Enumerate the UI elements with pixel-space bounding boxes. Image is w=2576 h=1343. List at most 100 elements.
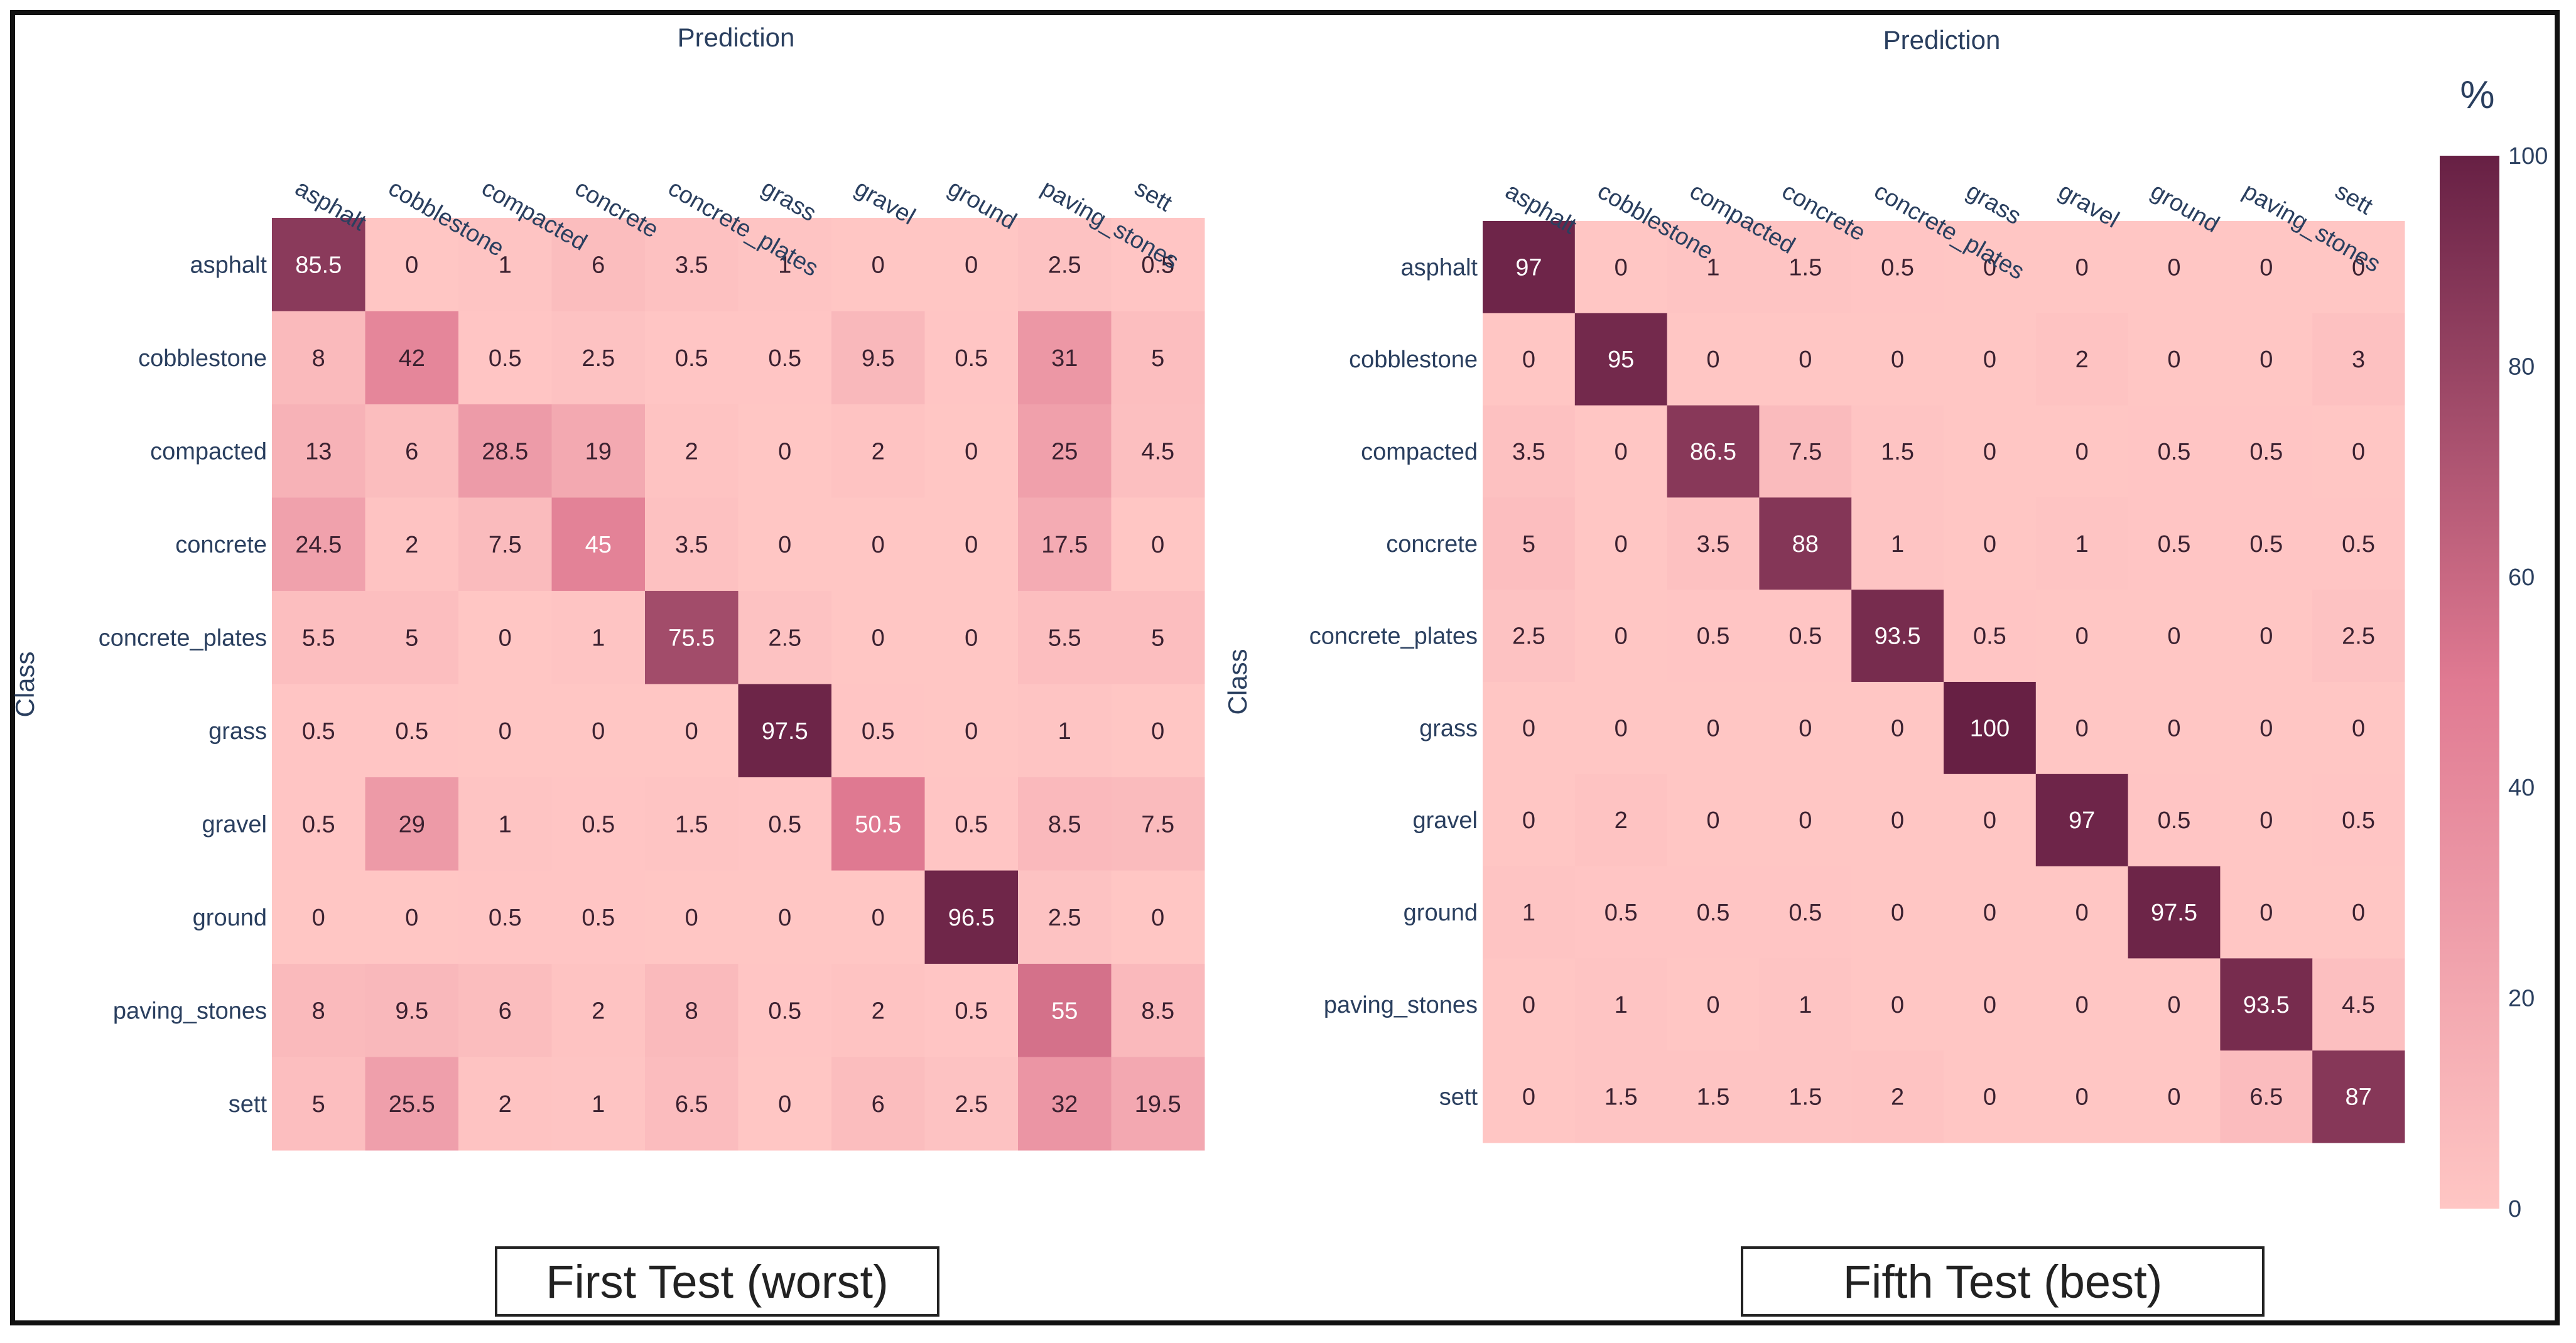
cell-value-label: 0: [405, 905, 418, 931]
heatmap-cell: [1018, 497, 1112, 591]
heatmap-cell: [1574, 497, 1668, 590]
heatmap-cell: [2035, 1050, 2129, 1143]
cell-value-label: 0: [2352, 439, 2365, 465]
cell-value-label: 93.5: [1875, 623, 1921, 650]
cell-value-label: 2: [499, 1091, 512, 1118]
cell-value-label: 0.5: [955, 811, 988, 838]
cell-value-label: 0: [965, 532, 978, 558]
heatmap-cell: [2128, 774, 2221, 867]
cell-value-label: 0.5: [768, 811, 801, 838]
heatmap-cell: [924, 870, 1019, 964]
y-tick-label: concrete: [1386, 531, 1478, 558]
heatmap-cell: [551, 684, 646, 778]
heatmap-cell: [1483, 497, 1576, 590]
heatmap-cell: [1018, 404, 1112, 498]
heatmap-cell: [924, 311, 1019, 405]
y-tick-label: concrete_plates: [99, 625, 267, 651]
cell-value-label: 0.5: [1605, 900, 1638, 926]
cell-value-label: 0.5: [1697, 623, 1730, 650]
heatmap-cell: [1944, 497, 2037, 590]
cell-value-label: 0: [1151, 905, 1164, 931]
cell-value-label: 0: [2259, 623, 2273, 650]
heatmap-cell: [1111, 404, 1205, 498]
heatmap-cell: [365, 684, 459, 778]
cell-value-label: 6: [499, 998, 512, 1024]
y-tick-label: concrete: [175, 532, 267, 558]
cell-value-label: 1: [499, 252, 512, 278]
heatmap-cell: [1851, 221, 1944, 314]
cell-value-label: 2.5: [1048, 252, 1081, 278]
heatmap-cell: [924, 218, 1019, 311]
heatmap-cell: [1667, 774, 1760, 867]
y-tick-label: sett: [229, 1091, 268, 1118]
heatmap-cell: [645, 870, 739, 964]
cell-value-label: 0: [872, 532, 885, 558]
heatmap-cell: [1759, 313, 1852, 406]
cell-value-label: 0: [778, 532, 791, 558]
heatmap-cell: [1574, 866, 1668, 959]
cell-value-label: 0.5: [2342, 531, 2375, 558]
heatmap-cell: [645, 404, 739, 498]
heatmap-cell: [1759, 1050, 1852, 1143]
heatmap-cell: [1944, 590, 2037, 682]
y-tick-label: sett: [1439, 1084, 1478, 1111]
heatmap-cell: [551, 777, 646, 871]
heatmap-cell: [1667, 1050, 1760, 1143]
heatmap-cell: [272, 497, 365, 591]
cell-value-label: 0.5: [302, 811, 335, 838]
heatmap-cell: [2220, 497, 2313, 590]
heatmap-cell: [924, 497, 1019, 591]
cell-value-label: 0: [2352, 900, 2365, 926]
y-tick-label: ground: [193, 905, 267, 931]
heatmap-cell: [1483, 958, 1576, 1051]
cell-value-label: 7.5: [1141, 811, 1174, 838]
cell-value-label: 17.5: [1041, 532, 1088, 558]
heatmap-cell: [1483, 590, 1576, 682]
cell-value-label: 2: [2075, 347, 2089, 373]
heatmap-cell: [1944, 682, 2037, 775]
heatmap-cell: [1483, 405, 1576, 498]
heatmap-cell: [645, 497, 739, 591]
heatmap-cell: [831, 684, 925, 778]
heatmap-cell: [458, 218, 552, 311]
cell-value-label: 0: [965, 252, 978, 278]
cell-value-label: 0: [778, 905, 791, 931]
cell-value-label: 1: [2075, 531, 2089, 558]
cell-value-label: 55: [1051, 998, 1078, 1024]
cell-value-label: 0.5: [955, 345, 988, 372]
cell-value-label: 5: [312, 1091, 325, 1118]
heatmap-cell: [645, 777, 739, 871]
cell-value-label: 0.5: [2249, 439, 2283, 465]
heatmap-cell: [924, 404, 1019, 498]
heatmap-cell: [1483, 221, 1576, 314]
heatmap-cell: [1759, 405, 1852, 498]
heatmap-cell: [551, 1057, 646, 1151]
heatmap-cell: [924, 684, 1019, 778]
cell-value-label: 0: [2259, 807, 2273, 834]
heatmap-cell: [1667, 958, 1760, 1051]
cell-value-label: 9.5: [862, 345, 895, 372]
heatmap-cell: [924, 777, 1019, 871]
heatmap-cell: [458, 497, 552, 591]
heatmap-cell: [1667, 313, 1760, 406]
heatmap-cell: [831, 870, 925, 964]
cell-value-label: 0: [592, 718, 605, 745]
heatmap-cell: [365, 591, 459, 684]
heatmap-cell: [1759, 682, 1852, 775]
heatmap-cell: [2220, 313, 2313, 406]
cell-value-label: 1: [1799, 992, 1812, 1018]
heatmap-cell: [924, 964, 1019, 1057]
cell-value-label: 0: [1615, 439, 1628, 465]
cell-value-label: 19: [585, 438, 612, 465]
heatmap-cell: [831, 218, 925, 311]
cell-value-label: 24.5: [295, 532, 342, 558]
heatmap-cell: [738, 964, 832, 1057]
cell-value-label: 3: [2352, 347, 2365, 373]
y-tick-label: gravel: [202, 811, 268, 838]
cell-value-label: 0: [1983, 992, 1996, 1018]
cell-value-label: 0.5: [582, 905, 615, 931]
heatmap-cell: [924, 1057, 1019, 1151]
cell-value-label: 0.5: [1789, 623, 1822, 650]
cell-value-label: 0: [1983, 807, 1996, 834]
cell-value-label: 0: [2259, 347, 2273, 373]
